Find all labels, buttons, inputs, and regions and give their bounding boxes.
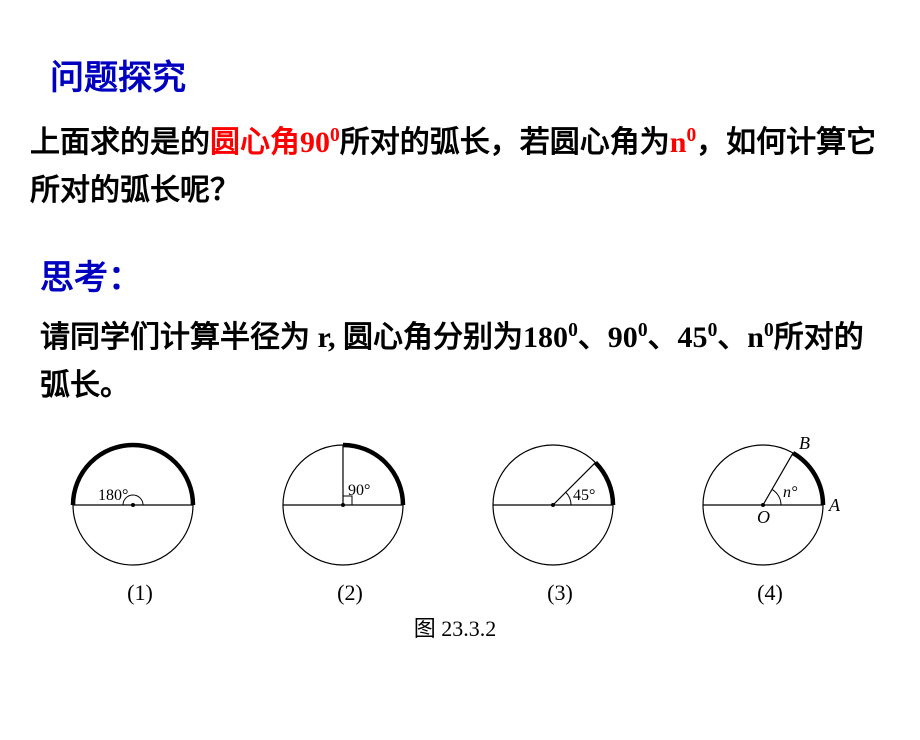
- circle-diagram-3: 45°: [463, 425, 658, 570]
- t1r2: n0: [670, 126, 696, 159]
- thinking-text: 请同学们计算半径为 r, 圆心角分别为1800、900、450、n0所对的弧长。: [40, 314, 890, 410]
- t2p3: 、45: [648, 321, 708, 354]
- svg-text:A: A: [828, 495, 841, 515]
- svg-text:O: O: [757, 507, 770, 527]
- figure-row: 180° (1) 90° (2) 45° (3) n° O A B (4): [40, 425, 870, 606]
- figure-item-4: n° O A B (4): [670, 425, 870, 606]
- t2p2: 、90: [578, 321, 638, 354]
- figure-label-3: (3): [547, 580, 573, 606]
- figure-item-3: 45° (3): [460, 425, 660, 606]
- svg-text:45°: 45°: [573, 487, 595, 504]
- figure-item-2: 90° (2): [250, 425, 450, 606]
- t1p1: 上面求的是的: [30, 126, 210, 159]
- circle-diagram-4: n° O A B: [673, 425, 868, 570]
- problem-text: 上面求的是的圆心角900所对的弧长，若圆心角为n0，如何计算它所对的弧长呢？: [30, 119, 890, 215]
- t2s4: 0: [764, 320, 774, 341]
- svg-text:90°: 90°: [348, 482, 370, 499]
- t2s3: 0: [708, 320, 718, 341]
- t1r1: 圆心角900: [210, 126, 340, 159]
- svg-text:180°: 180°: [98, 487, 128, 504]
- figure-label-4: (4): [757, 580, 783, 606]
- section-heading: 问题探究: [50, 50, 920, 99]
- t2p1: 请同学们计算半径为 r, 圆心角分别为180: [40, 321, 568, 354]
- figure-label-1: (1): [127, 580, 153, 606]
- svg-text:n°: n°: [783, 484, 798, 501]
- thinking-heading: 思考：: [40, 250, 920, 299]
- figure-label-2: (2): [337, 580, 363, 606]
- figure-caption: 图 23.3.2: [40, 611, 870, 643]
- figure-item-1: 180° (1): [40, 425, 240, 606]
- t2s2: 0: [638, 320, 648, 341]
- circle-diagram-2: 90°: [253, 425, 448, 570]
- t1p2: 所对的弧长，若圆心角为: [340, 126, 670, 159]
- t2p4: 、n: [717, 321, 764, 354]
- svg-text:B: B: [799, 433, 810, 453]
- circle-diagram-1: 180°: [43, 425, 238, 570]
- t2s1: 0: [568, 320, 578, 341]
